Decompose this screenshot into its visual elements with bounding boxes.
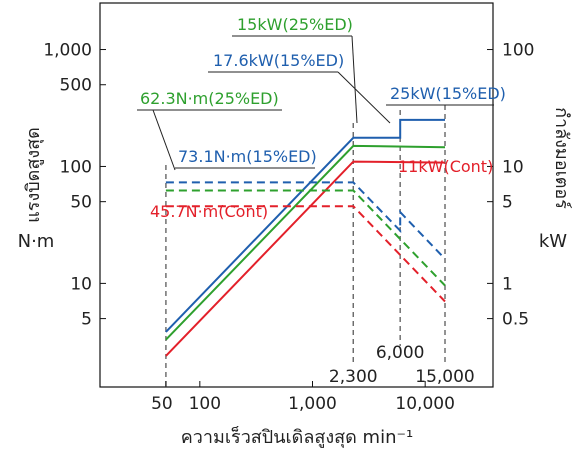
annotation-leader xyxy=(351,35,358,124)
y-tick-label: 1,000 xyxy=(43,41,92,61)
x-tick-label: 1,000 xyxy=(288,394,337,414)
y-tick-label: 500 xyxy=(60,76,92,96)
vline-label-15000: 15,000 xyxy=(415,367,474,387)
y2-axis-title: กำลังมอเตอร์ xyxy=(551,107,572,209)
torque-curve-green xyxy=(165,189,446,287)
series xyxy=(165,118,446,357)
annotation-label: 73.1N·m(15%ED) xyxy=(178,147,317,166)
x-tick-label: 100 xyxy=(189,394,221,414)
annotation-label: 62.3N·m(25%ED) xyxy=(140,89,279,108)
annotation-label: 17.6kW(15%ED) xyxy=(213,51,344,70)
torque-curve-red xyxy=(165,205,446,303)
plot-frame xyxy=(99,2,494,388)
annotation-label: 45.7N·m(Cont) xyxy=(150,202,268,221)
annotation-leader xyxy=(152,109,176,171)
y-tick-label: 5 xyxy=(81,310,92,330)
y-tick-label: 100 xyxy=(60,157,92,177)
power-curve-red xyxy=(165,160,446,357)
annotation-leader xyxy=(337,71,391,124)
y-axis-title: แรงบิดสูงสุด xyxy=(23,127,44,223)
power-curve-blue xyxy=(165,118,445,333)
y2-tick-label: 0.5 xyxy=(502,310,529,330)
y-axis-unit: N·m xyxy=(18,231,55,252)
x-tick-label: 10,000 xyxy=(395,394,454,414)
y-tick-label: 50 xyxy=(70,193,92,213)
y2-tick-label: 100 xyxy=(502,41,534,61)
y-tick-label: 10 xyxy=(70,274,92,294)
power-curve-green xyxy=(165,144,446,341)
torque-curve-blue xyxy=(165,181,446,260)
axis-titles: ความเร็วสปินเดิลสูงสุด min⁻¹ แรงบิดสูงสุด… xyxy=(18,107,572,448)
y2-tick-label: 10 xyxy=(502,157,524,177)
y2-tick-label: 1 xyxy=(502,274,513,294)
gridlines xyxy=(165,105,446,387)
x-axis-title: ความเร็วสปินเดิลสูงสุด min⁻¹ xyxy=(181,425,413,448)
annotation-label: 25kW(15%ED) xyxy=(390,84,506,103)
y2-tick-label: 5 xyxy=(502,193,513,213)
vline-label-6000: 6,000 xyxy=(376,343,425,363)
vline-label-2300: 2,300 xyxy=(329,367,378,387)
annotation-label: 11kW(Cont) xyxy=(398,157,493,176)
y2-axis-unit: kW xyxy=(539,231,567,252)
plot-area-border xyxy=(99,2,494,388)
x-tick-label: 50 xyxy=(151,394,173,414)
annotation-label: 15kW(25%ED) xyxy=(237,15,353,34)
annotations: 15kW(25%ED) 17.6kW(15%ED) 25kW(15%ED) 62.3N… xyxy=(137,15,506,221)
tick-labels: 5 10 50 100 500 1,000 0.5 1 5 10 100 50 100 1,000 10,0… xyxy=(43,41,534,414)
